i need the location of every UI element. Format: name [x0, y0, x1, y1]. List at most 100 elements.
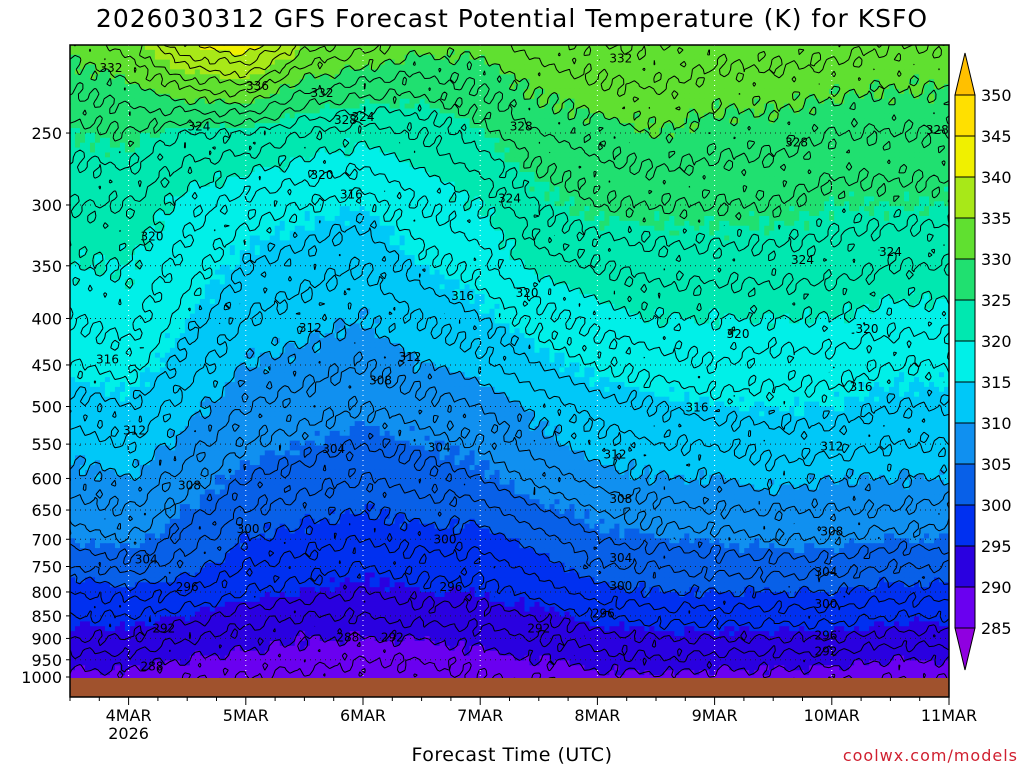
theta-cell — [104, 49, 111, 56]
theta-cell — [449, 142, 456, 149]
theta-cell — [799, 45, 805, 51]
theta-cell — [644, 123, 650, 129]
theta-cell — [70, 64, 76, 71]
theta-cell — [794, 152, 800, 158]
theta-cell — [234, 88, 241, 95]
theta-cell — [119, 69, 126, 75]
theta-cell — [739, 45, 745, 51]
theta-cell — [599, 98, 605, 105]
theta-cell — [264, 74, 271, 80]
theta-cell — [749, 162, 755, 168]
theta-cell — [404, 84, 411, 90]
theta-cell — [779, 176, 785, 183]
theta-cell — [594, 64, 600, 71]
theta-cell — [99, 176, 106, 183]
theta-cell — [639, 88, 645, 95]
theta-cell — [139, 152, 146, 158]
theta-cell — [124, 88, 131, 95]
theta-cell — [634, 147, 640, 154]
theta-cell — [839, 54, 845, 61]
theta-cell — [639, 157, 645, 163]
theta-cell — [419, 98, 426, 105]
theta-cell — [294, 137, 301, 144]
theta-cell — [899, 98, 905, 105]
theta-cell — [764, 98, 770, 105]
theta-cell — [684, 137, 690, 144]
theta-cell — [199, 137, 206, 144]
theta-cell — [119, 93, 126, 100]
theta-cell — [689, 162, 695, 168]
theta-cell — [129, 98, 136, 105]
theta-cell — [504, 93, 511, 100]
theta-cell — [344, 137, 351, 144]
theta-cell — [374, 98, 381, 105]
theta-cell — [324, 128, 331, 134]
theta-cell — [444, 69, 451, 75]
theta-cell — [644, 108, 650, 114]
theta-cell — [579, 59, 586, 66]
theta-cell — [184, 98, 191, 105]
theta-cell — [839, 84, 845, 90]
theta-cell — [649, 93, 655, 100]
theta-cell — [714, 49, 720, 56]
theta-cell — [639, 176, 645, 183]
theta-cell — [829, 108, 835, 114]
theta-cell — [89, 93, 96, 100]
theta-cell — [474, 118, 481, 124]
theta-cell — [284, 162, 291, 168]
theta-cell — [784, 84, 790, 90]
theta-cell — [839, 176, 845, 183]
theta-cell — [84, 59, 91, 66]
theta-cell — [879, 137, 885, 144]
theta-cell — [899, 103, 905, 110]
theta-cell — [299, 98, 306, 105]
theta-cell — [319, 84, 326, 90]
theta-cell — [444, 162, 451, 168]
theta-cell — [679, 128, 685, 134]
theta-cell — [74, 54, 81, 61]
theta-cell — [204, 103, 211, 110]
theta-cell — [459, 167, 466, 173]
theta-cell — [219, 74, 226, 80]
theta-cell — [889, 176, 895, 183]
theta-cell — [609, 64, 615, 71]
theta-cell — [599, 142, 605, 149]
theta-cell — [769, 176, 775, 183]
theta-cell — [319, 142, 326, 149]
theta-cell — [189, 142, 196, 149]
theta-cell — [789, 54, 795, 61]
theta-cell — [664, 142, 670, 149]
theta-cell — [804, 132, 810, 139]
theta-cell — [674, 69, 680, 75]
theta-cell — [439, 79, 446, 85]
theta-cell — [444, 103, 451, 110]
theta-cell — [654, 147, 660, 154]
theta-cell — [294, 54, 301, 61]
theta-cell — [769, 54, 775, 61]
theta-cell — [649, 64, 655, 71]
theta-cell — [599, 79, 605, 85]
theta-cell — [639, 137, 645, 144]
theta-cell — [764, 123, 770, 129]
theta-cell — [859, 152, 865, 158]
theta-cell — [269, 152, 276, 158]
theta-cell — [189, 69, 196, 75]
theta-cell — [84, 45, 91, 51]
theta-cell — [279, 172, 286, 178]
theta-cell — [504, 59, 511, 66]
theta-cell — [434, 142, 441, 149]
theta-cell — [439, 128, 446, 134]
theta-cell — [549, 176, 556, 183]
theta-cell — [874, 123, 880, 129]
theta-cell — [434, 172, 441, 178]
theta-cell — [284, 64, 291, 71]
theta-cell — [134, 45, 141, 51]
theta-cell — [149, 88, 156, 95]
theta-cell — [324, 167, 331, 173]
theta-cell — [854, 128, 860, 134]
theta-cell — [904, 93, 910, 100]
theta-cell — [169, 167, 176, 173]
theta-cell — [884, 98, 890, 105]
theta-cell — [199, 162, 206, 168]
theta-cell — [434, 118, 441, 124]
